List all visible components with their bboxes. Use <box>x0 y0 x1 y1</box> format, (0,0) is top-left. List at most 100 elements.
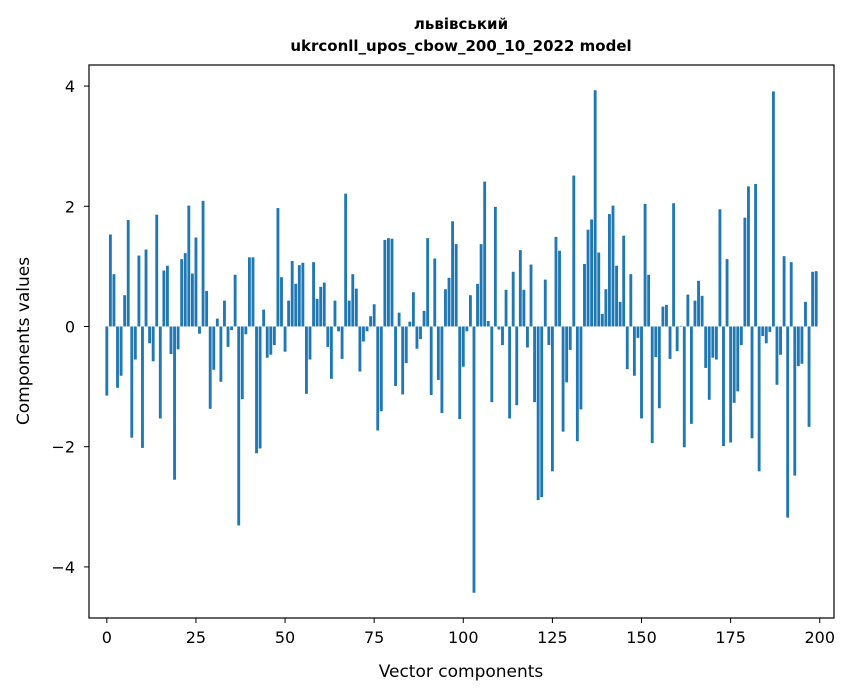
bar-93 <box>436 326 440 380</box>
bar-157 <box>665 304 668 327</box>
bar-3 <box>116 326 119 388</box>
bar-46 <box>269 326 273 355</box>
bar-32 <box>219 326 223 382</box>
bar-147 <box>629 274 633 327</box>
bar-2 <box>112 274 116 327</box>
bar-58 <box>312 262 315 327</box>
bar-186 <box>768 326 772 332</box>
bar-181 <box>750 326 754 439</box>
bar-133 <box>579 326 583 410</box>
bar-138 <box>597 252 601 327</box>
bar-124 <box>547 326 551 346</box>
bar-104 <box>476 283 479 327</box>
bar-66 <box>340 326 344 359</box>
y-tick-label: −4 <box>51 558 75 577</box>
bar-176 <box>732 326 736 403</box>
bar-85 <box>408 321 412 327</box>
bar-56 <box>305 326 308 394</box>
bar-107 <box>486 321 490 327</box>
bar-131 <box>572 175 576 327</box>
bar-59 <box>315 298 319 327</box>
bar-165 <box>693 300 697 327</box>
bar-182 <box>754 184 758 327</box>
bar-198 <box>811 271 815 327</box>
bar-185 <box>764 326 768 344</box>
bar-8 <box>133 326 137 360</box>
bar-25 <box>194 237 198 327</box>
bar-18 <box>169 326 173 355</box>
bar-19 <box>173 326 176 480</box>
x-tick-label: 125 <box>537 628 568 647</box>
bar-197 <box>807 326 811 427</box>
bar-136 <box>590 219 594 327</box>
bar-74 <box>369 316 373 327</box>
bar-1 <box>108 234 112 327</box>
bar-199 <box>814 271 818 327</box>
chart-title-line-1: львівський <box>414 15 508 33</box>
bar-17 <box>165 265 169 327</box>
bar-114 <box>511 271 515 327</box>
bar-129 <box>565 326 569 383</box>
bar-79 <box>387 238 390 327</box>
bar-30 <box>212 326 216 370</box>
bar-195 <box>800 326 804 364</box>
bar-35 <box>230 326 234 331</box>
bar-191 <box>786 326 790 518</box>
bar-99 <box>458 326 462 420</box>
bar-26 <box>198 326 201 334</box>
bar-89 <box>422 310 426 327</box>
bar-142 <box>611 205 615 327</box>
bar-109 <box>493 206 497 327</box>
bar-9 <box>137 255 141 327</box>
bar-146 <box>625 326 629 370</box>
bar-148 <box>632 326 636 376</box>
bar-60 <box>319 286 323 327</box>
bar-23 <box>187 205 191 327</box>
y-axis-ticks: −4 −2 0 2 4 <box>51 77 89 577</box>
bar-193 <box>793 326 797 476</box>
bar-194 <box>796 326 800 367</box>
bar-38 <box>240 326 244 400</box>
bar-86 <box>411 292 415 327</box>
bar-161 <box>679 325 683 327</box>
bar-151 <box>643 203 647 327</box>
x-tick-label: 75 <box>364 628 384 647</box>
bar-169 <box>707 326 711 400</box>
bar-141 <box>608 214 611 327</box>
bar-73 <box>365 326 369 332</box>
bar-140 <box>604 289 608 327</box>
bar-55 <box>301 262 305 327</box>
bar-149 <box>636 326 640 338</box>
bar-180 <box>747 186 750 327</box>
bar-156 <box>661 306 665 327</box>
bar-67 <box>344 193 348 327</box>
bar-132 <box>575 326 579 442</box>
bar-95 <box>444 289 447 327</box>
x-tick-label: 100 <box>448 628 479 647</box>
bar-6 <box>126 220 130 327</box>
bar-81 <box>394 326 397 386</box>
bar-83 <box>401 326 405 395</box>
bar-24 <box>190 273 194 327</box>
bar-69 <box>351 274 355 327</box>
bar-80 <box>390 238 394 327</box>
bar-118 <box>526 326 529 348</box>
bar-135 <box>586 229 590 327</box>
bar-122 <box>540 326 544 498</box>
bar-71 <box>358 326 362 372</box>
bar-172 <box>718 209 722 327</box>
bar-183 <box>757 326 761 472</box>
bar-96 <box>447 277 451 327</box>
bar-75 <box>372 304 376 327</box>
bar-173 <box>722 326 725 447</box>
bar-167 <box>700 295 704 327</box>
bar-14 <box>155 214 159 327</box>
bar-78 <box>383 239 387 327</box>
bar-145 <box>622 235 626 327</box>
bar-92 <box>433 258 437 327</box>
bar-160 <box>675 326 679 352</box>
bar-166 <box>697 280 700 327</box>
bar-120 <box>533 326 536 403</box>
bar-77 <box>379 326 383 412</box>
bar-102 <box>468 295 472 327</box>
